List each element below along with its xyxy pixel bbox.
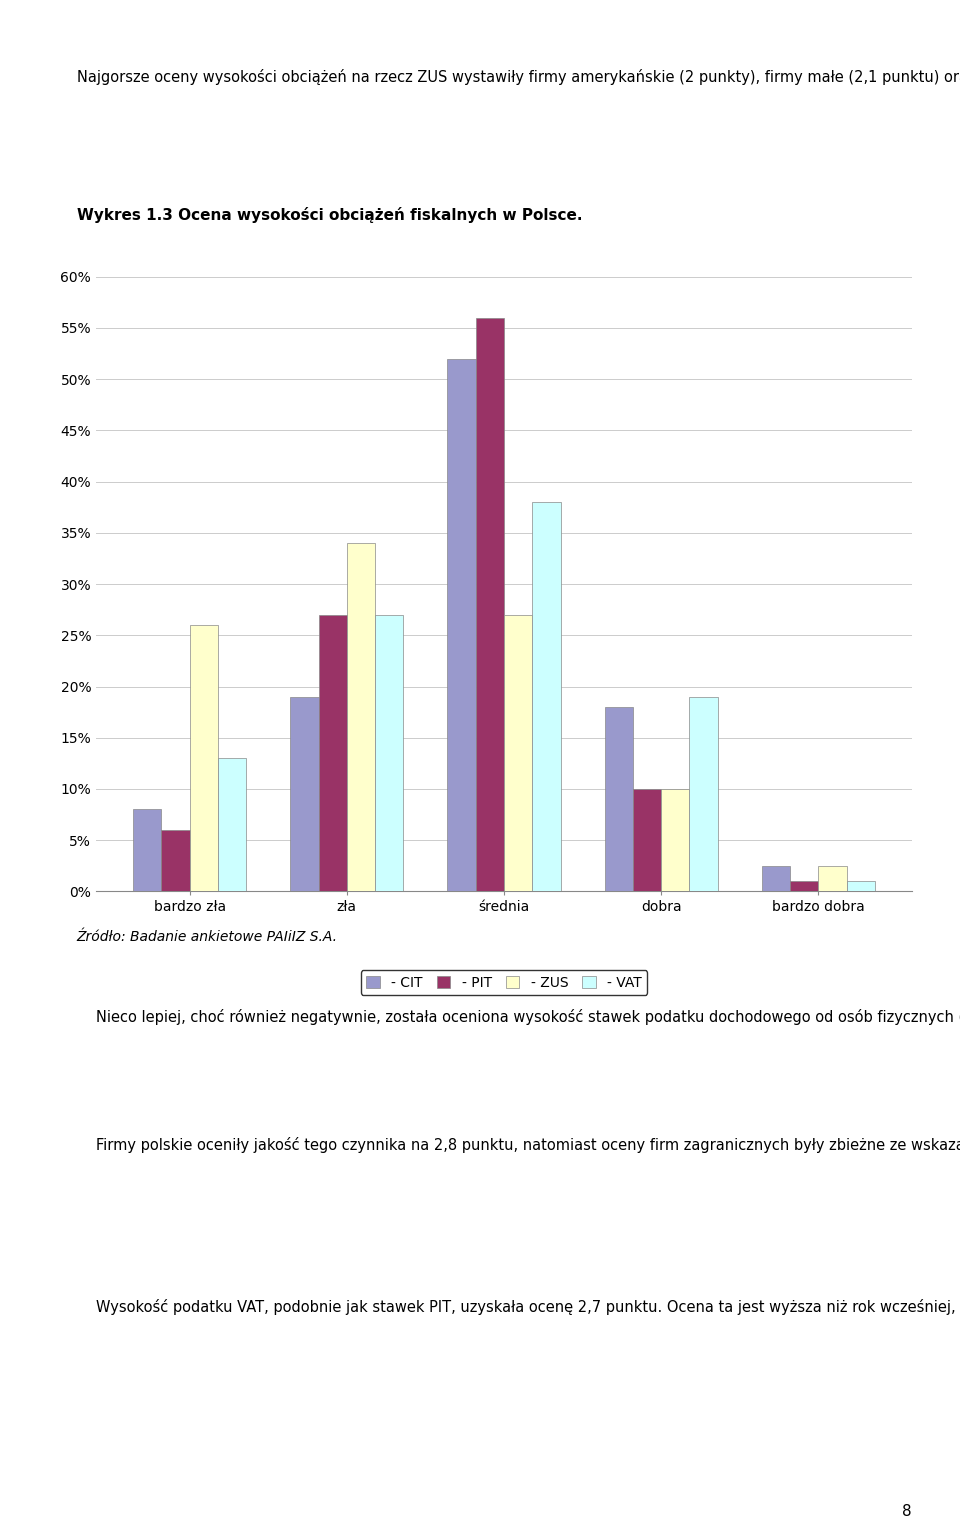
Bar (847, 881, 875, 891)
Text: Firmy polskie oceniły jakość tego czynnika na 2,8 punktu, natomiast oceny firm z: Firmy polskie oceniły jakość tego czynni… (96, 1137, 960, 1153)
Text: Źródło: Badanie ankietowe PAIiIZ S.A.: Źródło: Badanie ankietowe PAIiIZ S.A. (77, 930, 338, 944)
Text: Najgorsze oceny wysokości obciążeń na rzecz ZUS wystawiły firmy amerykańskie (2 : Najgorsze oceny wysokości obciążeń na rz… (77, 69, 960, 85)
Bar (504, 615, 532, 891)
Bar (532, 503, 561, 891)
Bar (761, 865, 790, 891)
Bar (790, 881, 818, 891)
Bar (689, 696, 718, 891)
Bar (218, 758, 247, 891)
Bar (161, 830, 190, 891)
Bar (347, 543, 375, 891)
Bar (319, 615, 347, 891)
Text: Wykres 1.3 Ocena wysokości obciążeń fiskalnych w Polsce.: Wykres 1.3 Ocena wysokości obciążeń fisk… (77, 207, 583, 223)
Bar (818, 865, 847, 891)
Bar (476, 318, 504, 891)
Text: Nieco lepiej, choć również negatywnie, została oceniona wysokość stawek podatku : Nieco lepiej, choć również negatywnie, z… (96, 1007, 960, 1025)
Text: 8: 8 (902, 1503, 912, 1519)
Bar (633, 788, 661, 891)
Bar (133, 810, 161, 891)
Bar (661, 788, 689, 891)
Bar (190, 626, 218, 891)
Bar (447, 358, 476, 891)
Legend: - CIT, - PIT, - ZUS, - VAT: - CIT, - PIT, - ZUS, - VAT (361, 970, 647, 994)
Bar (290, 696, 319, 891)
Bar (605, 707, 633, 891)
Text: Wysokość podatku VAT, podobnie jak stawek PIT, uzyskała ocenę 2,7 punktu. Ocena : Wysokość podatku VAT, podobnie jak stawe… (96, 1299, 960, 1314)
Bar (375, 615, 403, 891)
